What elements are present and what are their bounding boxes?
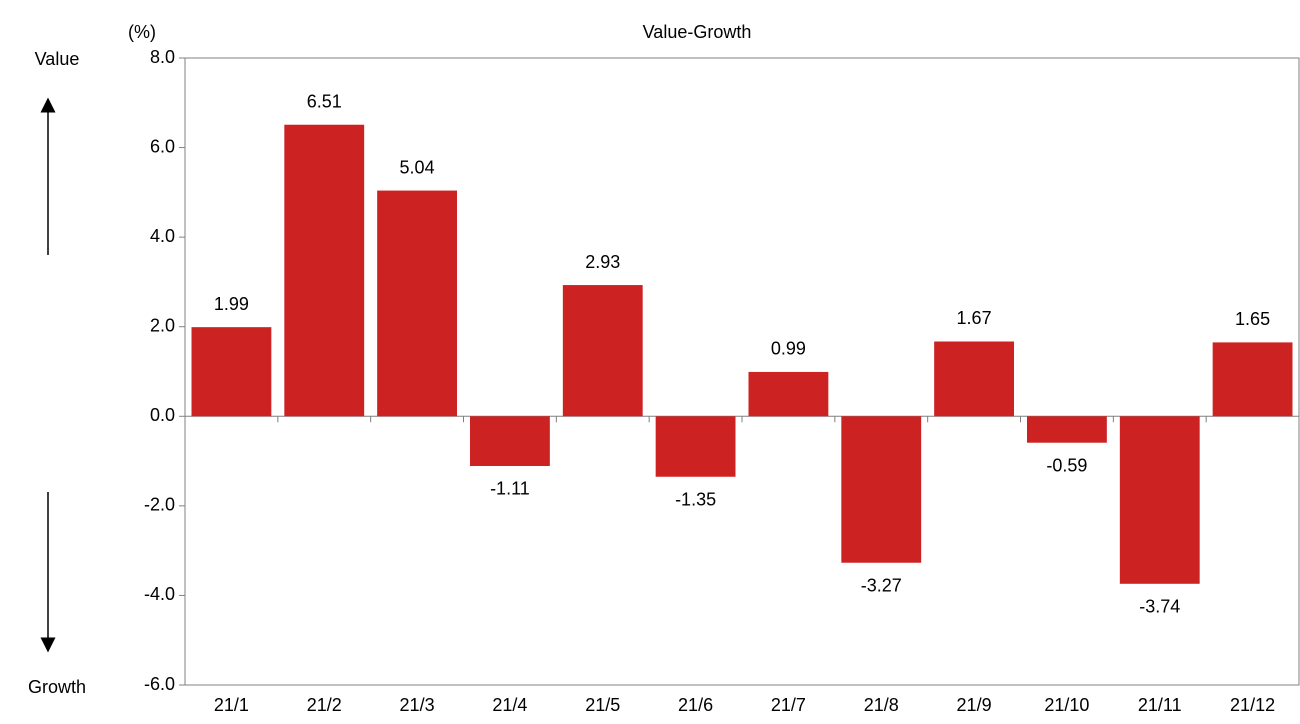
data-label: 1.67 [957,308,992,328]
x-tick-label: 21/3 [400,695,435,715]
bar [284,124,365,417]
x-tick-label: 21/11 [1138,695,1182,715]
data-label: -0.59 [1046,455,1087,475]
bar [655,416,736,477]
plot-frame [184,57,1300,686]
bar [934,341,1015,417]
x-tick-label: 21/1 [214,695,249,715]
x-tick-label: 21/6 [678,695,713,715]
data-label: 2.93 [585,252,620,272]
bar [377,190,458,417]
data-label: 0.99 [771,339,806,359]
y-tick-label: -2.0 [144,495,175,515]
value-annotation: Value [35,49,80,69]
bar [1026,416,1107,443]
bar [469,416,550,466]
x-tick-label: 21/4 [492,695,527,715]
y-tick-label: -4.0 [144,584,175,604]
x-tick-label: 21/7 [771,695,806,715]
data-label: -3.27 [861,575,902,595]
data-label: 5.04 [400,157,435,177]
bar [1212,342,1293,417]
x-tick-label: 21/12 [1230,695,1275,715]
data-label: -3.74 [1139,597,1180,617]
bar [191,327,272,417]
x-tick-label: 21/9 [957,695,992,715]
bar [562,285,643,417]
x-tick-label: 21/8 [864,695,899,715]
data-label: 1.99 [214,294,249,314]
y-tick-label: 6.0 [150,136,175,156]
data-label: -1.11 [490,479,530,499]
x-tick-label: 21/2 [307,695,342,715]
data-label: 6.51 [307,91,342,111]
y-tick-label: 0.0 [150,405,175,425]
x-tick-label: 21/5 [585,695,620,715]
chart-title: Value-Growth [643,22,752,42]
y-axis-unit: (%) [128,22,156,42]
y-tick-label: -6.0 [144,674,175,694]
data-label: -1.35 [675,489,716,509]
y-tick-label: 2.0 [150,315,175,335]
growth-annotation: Growth [28,677,86,697]
bar [1119,416,1200,584]
y-tick-label: 4.0 [150,226,175,246]
bar [841,416,922,563]
bar [748,371,829,417]
x-tick-label: 21/10 [1044,695,1089,715]
data-label: 1.65 [1235,309,1270,329]
y-tick-label: 8.0 [150,47,175,67]
